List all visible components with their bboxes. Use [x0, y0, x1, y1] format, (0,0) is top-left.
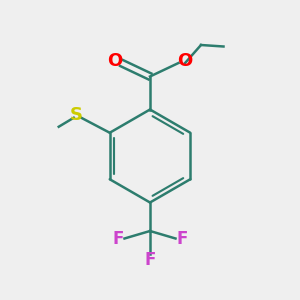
- Text: F: F: [112, 230, 124, 248]
- Text: O: O: [107, 52, 122, 70]
- Text: F: F: [144, 251, 156, 269]
- Text: F: F: [176, 230, 188, 248]
- Text: O: O: [178, 52, 193, 70]
- Text: S: S: [69, 106, 82, 124]
